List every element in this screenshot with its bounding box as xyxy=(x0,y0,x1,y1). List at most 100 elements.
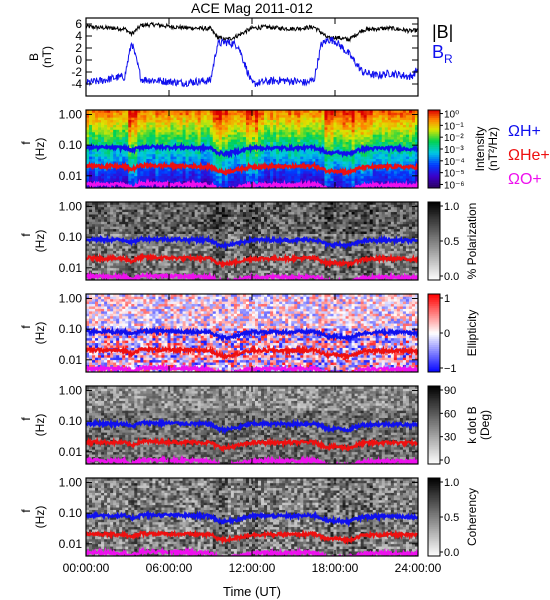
spectrogram-cell xyxy=(203,250,208,254)
spectrogram-cell xyxy=(101,221,105,225)
spectrogram-cell xyxy=(390,153,395,157)
spectrogram-cell xyxy=(369,151,374,155)
spectrogram-cell xyxy=(306,139,310,142)
spectrogram-cell xyxy=(155,136,159,140)
spectrogram-cell xyxy=(324,136,328,140)
spectrogram-cell xyxy=(161,226,165,230)
spectrogram-cell xyxy=(414,151,418,155)
spectrogram-cell xyxy=(267,117,271,121)
spectrogram-cell xyxy=(98,245,102,249)
spectrogram-cell xyxy=(321,141,325,145)
spectrogram-cell xyxy=(173,214,177,217)
spectrogram-cell xyxy=(405,170,410,174)
spectrogram-cell xyxy=(104,211,108,215)
spectrogram-cell xyxy=(206,219,211,222)
spectrogram-cell xyxy=(375,161,380,164)
spectrogram-cell xyxy=(339,110,343,113)
spectrogram-cell xyxy=(209,112,214,116)
spectrogram-cell xyxy=(95,122,99,125)
spectrogram-cell xyxy=(267,124,271,128)
spectrogram-cell xyxy=(390,124,395,128)
spectrogram-cell xyxy=(206,216,211,220)
spectrogram-cell xyxy=(92,228,96,232)
spectrogram-cell xyxy=(137,262,141,266)
spectrogram-cell xyxy=(203,141,208,145)
spectrogram-cell xyxy=(399,127,404,130)
spectrogram-cell xyxy=(176,248,180,252)
spectrogram-cell xyxy=(152,119,156,123)
spectrogram-cell xyxy=(324,129,328,133)
spectrogram-cell xyxy=(387,112,392,116)
spectrogram-cell xyxy=(288,134,292,138)
spectrogram-cell xyxy=(360,139,364,142)
spectrogram-cell xyxy=(387,173,392,177)
spectrogram-cell xyxy=(242,110,247,113)
spectrogram-cell xyxy=(116,272,120,276)
spectrogram-cell xyxy=(399,158,404,162)
spectrogram-cell xyxy=(149,221,153,225)
spectrogram-cell xyxy=(200,139,205,142)
spectrogram-cell xyxy=(167,151,171,155)
spectrogram-cell xyxy=(92,161,96,164)
spectrogram-cell xyxy=(396,134,401,138)
spectrogram-cell xyxy=(270,124,274,128)
spectrogram-cell xyxy=(113,243,117,247)
spectrogram-cell xyxy=(345,161,349,164)
spectrogram-cell xyxy=(279,119,283,123)
spectrogram-cell xyxy=(161,134,165,138)
spectrogram-cell xyxy=(89,139,93,142)
spectrogram-cell xyxy=(411,161,416,164)
spectrogram-cell xyxy=(321,117,325,121)
spectrogram-cell xyxy=(191,202,195,205)
spectrogram-cell xyxy=(203,178,208,181)
spectrogram-cell xyxy=(110,119,114,123)
spectrogram-cell xyxy=(393,139,398,142)
spectrogram-cell xyxy=(375,110,380,113)
spectrogram-cell xyxy=(227,131,232,135)
spectrogram-cell xyxy=(200,221,205,225)
spectrogram-cell xyxy=(372,129,377,133)
spectrogram-cell xyxy=(155,267,159,271)
spectrogram-cell xyxy=(402,139,407,142)
spectrogram-cell xyxy=(191,178,195,181)
spectrogram-cell xyxy=(264,161,268,164)
spectrogram-cell xyxy=(375,141,380,145)
spectrogram-cell xyxy=(366,114,371,118)
spectrogram-cell xyxy=(357,139,361,142)
spectrogram-cell xyxy=(92,119,96,123)
spectrogram-cell xyxy=(179,206,183,210)
spectrogram-cell xyxy=(218,146,223,150)
spectrogram-cell xyxy=(354,124,358,128)
spectrogram-cell xyxy=(86,141,90,145)
spectrogram-cell xyxy=(230,144,235,147)
spectrogram-cell xyxy=(122,124,126,128)
spectrogram-cell xyxy=(291,178,295,181)
spectrogram-cell xyxy=(143,204,147,208)
spectrogram-cell xyxy=(387,158,392,162)
spectrogram-cell xyxy=(86,136,90,140)
spectrogram-cell xyxy=(107,180,111,184)
colorbar-segment xyxy=(428,111,440,115)
spectrogram-cell xyxy=(378,141,383,145)
spectrogram-cell xyxy=(86,211,90,215)
spectrogram-cell xyxy=(387,141,392,145)
spectrogram-cell xyxy=(378,119,383,123)
spectrogram-cell xyxy=(146,158,150,162)
spectrogram-cell xyxy=(414,127,418,130)
spectrogram-cell xyxy=(297,114,301,118)
spectrogram-cell xyxy=(218,129,223,133)
spectrogram-cell xyxy=(252,112,256,116)
spectrogram-cell xyxy=(381,180,386,184)
spectrogram-cell xyxy=(206,153,211,157)
spectrogram-cell xyxy=(318,117,322,121)
spectrogram-cell xyxy=(351,156,355,160)
spectrogram-cell xyxy=(212,170,217,174)
spectrogram-cell xyxy=(110,131,114,135)
spectrogram-cell xyxy=(306,158,310,162)
spectrogram-cell xyxy=(408,141,413,145)
spectrogram-cell xyxy=(116,223,120,227)
spectrogram-cell xyxy=(267,161,271,164)
spectrogram-cell xyxy=(110,166,114,169)
spectrogram-cell xyxy=(339,134,343,138)
spectrogram-cell xyxy=(294,168,298,172)
